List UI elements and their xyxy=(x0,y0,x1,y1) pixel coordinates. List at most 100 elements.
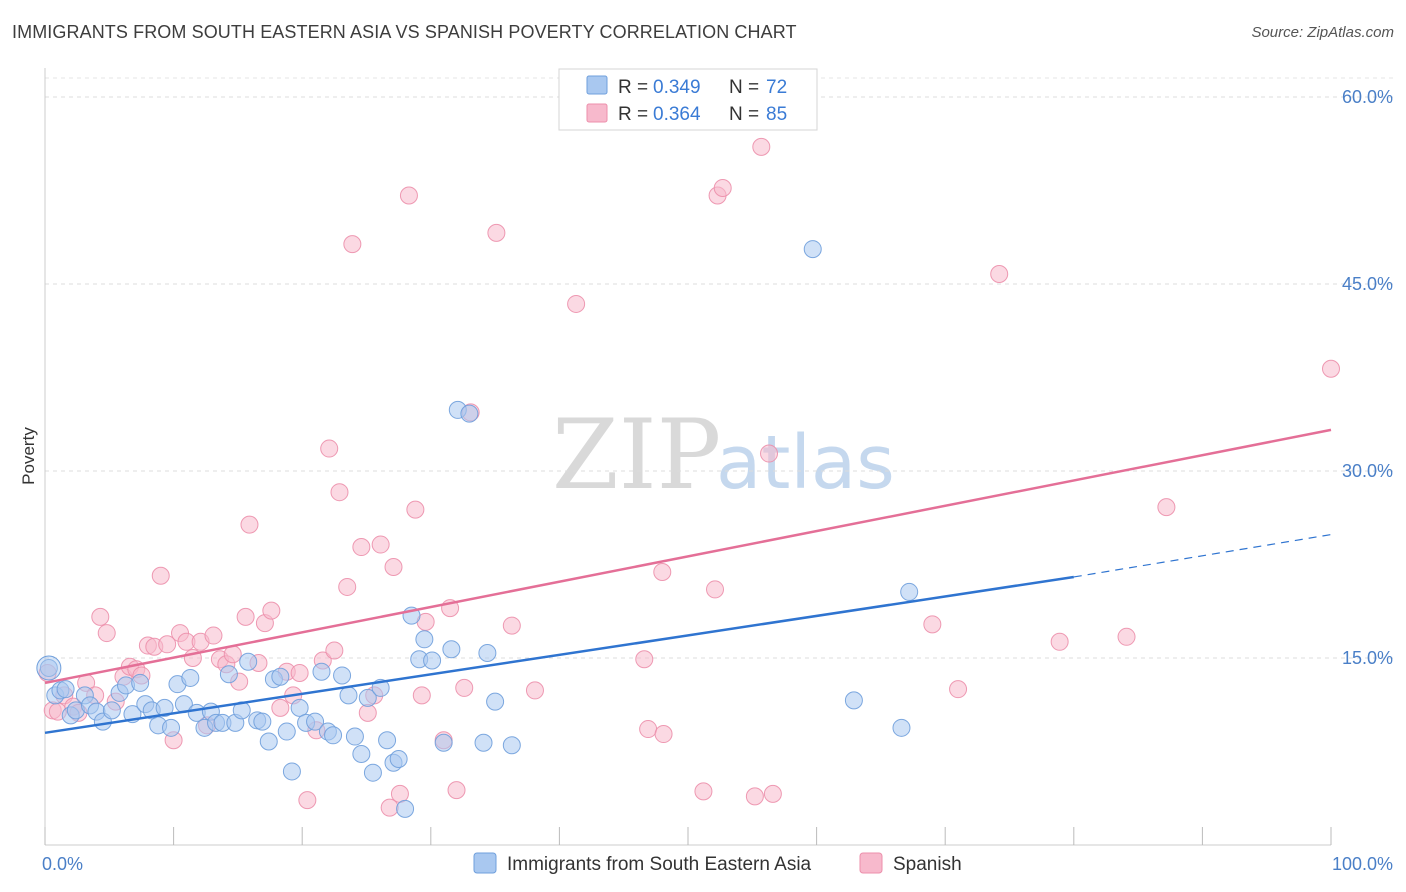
spanish-point-35 xyxy=(271,698,290,717)
spanish-point-45 xyxy=(338,577,357,596)
immigrants-point-45 xyxy=(333,666,352,685)
x-tick-label-1: 100.0% xyxy=(1332,854,1393,874)
immigrants-points xyxy=(36,240,919,818)
immigrants-point-10 xyxy=(102,701,121,720)
spanish-point-50 xyxy=(371,535,390,554)
spanish-point-8 xyxy=(91,607,110,626)
legend-n-label-2: N = xyxy=(729,104,759,125)
spanish-point-56 xyxy=(412,686,431,705)
series-legend-label-spanish: Spanish xyxy=(893,854,962,875)
immigrants-point-34 xyxy=(259,732,278,751)
gridlines xyxy=(45,77,1394,659)
immigrants-point-68 xyxy=(803,240,822,259)
spanish-point-67 xyxy=(635,650,654,669)
spanish-point-82 xyxy=(1050,632,1069,651)
spanish-point-69 xyxy=(653,562,672,581)
immigrants-point-large xyxy=(36,655,62,681)
watermark-zip: ZIP xyxy=(552,399,721,511)
spanish-point-43 xyxy=(325,641,344,660)
immigrants-point-50 xyxy=(363,763,382,782)
spanish-point-55 xyxy=(406,500,425,519)
spanish-point-63 xyxy=(487,223,506,242)
spanish-point-9 xyxy=(97,624,116,643)
spanish-point-81 xyxy=(990,265,1009,284)
legend-n-value-1: 72 xyxy=(766,77,787,98)
immigrants-point-55 xyxy=(396,799,415,818)
legend-r-label-1: R = xyxy=(618,77,648,98)
x-tick-labels: 0.0% 100.0% xyxy=(42,854,1393,874)
series-legend: Immigrants from South Eastern Asia Spani… xyxy=(473,852,962,875)
spanish-point-64 xyxy=(502,616,521,635)
immigrants-point-28 xyxy=(219,665,238,684)
immigrants-point-38 xyxy=(282,762,301,781)
immigrants-point-22 xyxy=(181,668,200,687)
spanish-point-39 xyxy=(298,791,317,810)
immigrants-trend-extension xyxy=(1073,533,1332,578)
immigrants-point-31 xyxy=(239,652,258,671)
immigrants-point-47 xyxy=(345,727,364,746)
spanish-point-72 xyxy=(706,580,725,599)
trend-lines xyxy=(44,428,1332,735)
immigrants-point-65 xyxy=(478,644,497,663)
spanish-point-25 xyxy=(204,626,223,645)
spanish-point-76 xyxy=(752,137,771,156)
spanish-point-75 xyxy=(745,787,764,806)
spanish-point-42 xyxy=(320,439,339,458)
immigrants-trend-line xyxy=(44,575,1074,735)
immigrants-point-66 xyxy=(486,692,505,711)
spanish-point-70 xyxy=(654,725,673,744)
spanish-point-80 xyxy=(949,680,968,699)
y-tick-labels: 15.0% 30.0% 45.0% 60.0% xyxy=(1342,87,1393,668)
immigrants-point-71 xyxy=(900,582,919,601)
spanish-point-18 xyxy=(158,635,177,654)
immigrants-point-41 xyxy=(306,712,325,731)
immigrants-point-60 xyxy=(434,733,453,752)
spanish-point-60 xyxy=(447,781,466,800)
spanish-point-65 xyxy=(525,681,544,700)
spanish-point-17 xyxy=(151,566,170,585)
x-tick-label-0: 0.0% xyxy=(42,854,83,874)
spanish-point-74 xyxy=(713,179,732,198)
legend-r-label-2: R = xyxy=(618,104,648,125)
immigrants-point-3 xyxy=(56,680,75,699)
immigrants-point-63 xyxy=(460,404,479,423)
spanish-point-78 xyxy=(763,784,782,803)
chart-source: Source: ZipAtlas.com xyxy=(1251,24,1394,41)
immigrants-point-39 xyxy=(290,698,309,717)
y-tick-label-3: 60.0% xyxy=(1342,87,1393,107)
spanish-point-30 xyxy=(236,607,255,626)
immigrants-point-48 xyxy=(352,744,371,763)
immigrants-point-61 xyxy=(442,640,461,659)
y-tick-label-2: 45.0% xyxy=(1342,274,1393,294)
immigrants-point-58 xyxy=(415,630,434,649)
spanish-point-46 xyxy=(343,235,362,254)
immigrants-point-49 xyxy=(358,688,377,707)
spanish-point-48 xyxy=(358,703,377,722)
immigrants-point-54 xyxy=(389,749,408,768)
immigrants-point-67 xyxy=(502,736,521,755)
spanish-point-84 xyxy=(1157,498,1176,517)
spanish-point-85 xyxy=(1322,359,1340,378)
chart-title: IMMIGRANTS FROM SOUTH EASTERN ASIA VS SP… xyxy=(12,22,797,42)
spanish-point-31 xyxy=(240,515,259,534)
spanish-point-68 xyxy=(639,720,658,739)
series-legend-label-immigrants: Immigrants from South Eastern Asia xyxy=(507,854,812,875)
immigrants-point-37 xyxy=(277,722,296,741)
immigrants-point-52 xyxy=(378,731,397,750)
spanish-trend-line xyxy=(44,428,1332,685)
immigrants-point-33 xyxy=(253,712,272,731)
spanish-point-52 xyxy=(384,557,403,576)
legend-swatch-spanish xyxy=(586,103,608,123)
spanish-point-54 xyxy=(399,186,418,205)
immigrants-point-64 xyxy=(474,733,493,752)
spanish-point-71 xyxy=(694,782,713,801)
y-axis-label: Poverty xyxy=(19,427,38,485)
watermark: ZIP atlas xyxy=(552,399,895,511)
spanish-point-53 xyxy=(390,784,409,803)
immigrants-point-42 xyxy=(312,662,331,681)
immigrants-point-0 xyxy=(39,658,58,677)
series-legend-swatch-spanish xyxy=(859,852,883,874)
spanish-point-47 xyxy=(352,538,371,557)
legend-n-value-2: 85 xyxy=(766,104,787,125)
spanish-point-44 xyxy=(330,483,349,502)
